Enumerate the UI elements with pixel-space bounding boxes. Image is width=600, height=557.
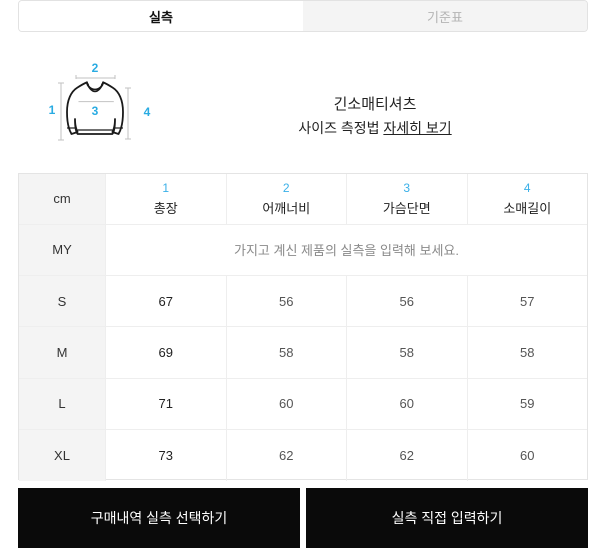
svg-text:3: 3 bbox=[92, 104, 99, 118]
svg-text:2: 2 bbox=[92, 61, 99, 75]
svg-text:1: 1 bbox=[49, 103, 56, 117]
svg-text:4: 4 bbox=[144, 105, 151, 119]
